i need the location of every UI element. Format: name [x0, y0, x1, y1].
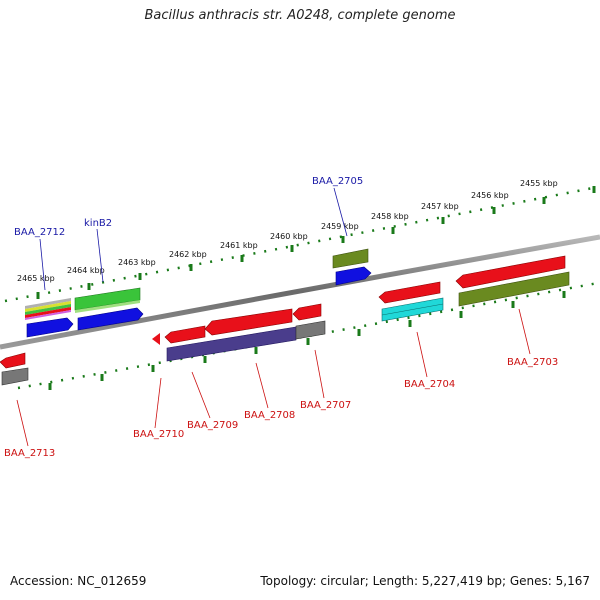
gene-label-baa-2707[interactable]: BAA_2707 [300, 400, 351, 411]
gene-feature-gray-2707[interactable] [295, 320, 326, 340]
gene-arrow-blue-1[interactable] [26, 317, 74, 338]
connector-baa-2708 [255, 362, 269, 409]
connector-baa-2712 [39, 238, 46, 291]
tick-label-2463: 2463 kbp [118, 258, 156, 267]
gene-label-baa-2704[interactable]: BAA_2704 [404, 379, 455, 390]
gene-arrow-blue-3[interactable] [335, 266, 372, 286]
connector-baa-2707 [314, 349, 325, 399]
gene-arrow-red-2713[interactable] [0, 352, 26, 369]
gene-arrow-red-2704[interactable] [378, 281, 441, 304]
gene-arrow-blue-2[interactable] [77, 307, 144, 331]
upper-major-ticks [36, 186, 596, 299]
gene-arrow-red-2710[interactable] [152, 333, 160, 345]
connector-baa-2705 [333, 187, 348, 237]
gene-arrow-red-2707[interactable] [292, 303, 322, 321]
gene-feature-baa-2712[interactable] [25, 298, 71, 320]
lower-major-ticks [48, 291, 566, 390]
gene-label-baa-2712[interactable]: BAA_2712 [14, 227, 65, 238]
connector-baa-2709 [191, 371, 211, 419]
gene-feature-purple-2709[interactable] [166, 326, 297, 362]
gene-arrow-red-2708[interactable] [204, 308, 293, 336]
accession-text: Accession: NC_012659 [10, 574, 147, 588]
tick-label-2457: 2457 kbp [421, 202, 459, 211]
gene-arrow-red-2709a[interactable] [164, 325, 206, 344]
gene-label-baa-2710[interactable]: BAA_2710 [133, 429, 184, 440]
gene-feature-cyan-2704[interactable] [381, 297, 444, 322]
gene-label-baa-2708[interactable]: BAA_2708 [244, 410, 295, 421]
connector-kinb2 [96, 228, 104, 283]
topology-summary: Topology: circular; Length: 5,227,419 bp… [260, 574, 590, 588]
tick-label-2465: 2465 kbp [17, 274, 55, 283]
gene-feature-baa-2705[interactable] [332, 248, 369, 269]
genome-backbone [0, 234, 600, 350]
gene-label-baa-2713[interactable]: BAA_2713 [4, 448, 55, 459]
gene-feature-olive-2703[interactable] [458, 271, 570, 307]
genome-title: Bacillus anthracis str. A0248, complete … [144, 8, 456, 23]
gene-label-baa-2703[interactable]: BAA_2703 [507, 357, 558, 368]
tick-label-2459: 2459 kbp [321, 222, 359, 231]
gene-arrow-red-2703[interactable] [455, 255, 566, 289]
tick-label-2455: 2455 kbp [520, 179, 558, 188]
gene-label-baa-2705[interactable]: BAA_2705 [312, 176, 363, 187]
connector-baa-2713 [16, 399, 29, 447]
tick-label-2460: 2460 kbp [270, 232, 308, 241]
tick-label-2464: 2464 kbp [67, 266, 105, 275]
gene-label-kinb2[interactable]: kinB2 [84, 218, 112, 229]
gene-label-baa-2709[interactable]: BAA_2709 [187, 420, 238, 431]
tick-label-2462: 2462 kbp [169, 250, 207, 259]
tick-label-2456: 2456 kbp [471, 191, 509, 200]
tick-label-2458: 2458 kbp [371, 212, 409, 221]
connector-baa-2710 [154, 377, 162, 429]
connector-baa-2704 [416, 331, 428, 378]
connector-baa-2703 [518, 308, 531, 355]
tick-label-2461: 2461 kbp [220, 241, 258, 250]
gene-feature-gray-2713[interactable] [1, 367, 29, 386]
